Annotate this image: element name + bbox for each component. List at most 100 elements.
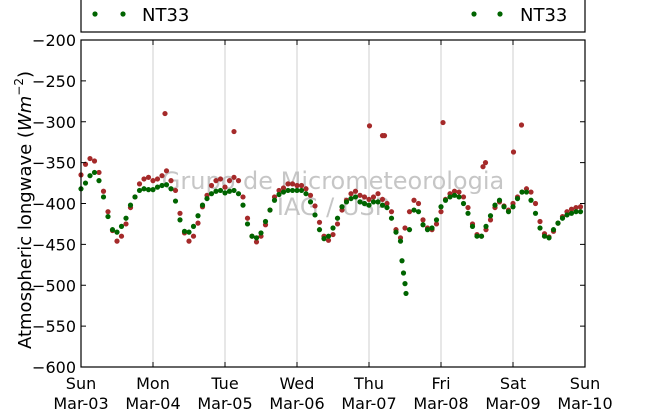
data-point bbox=[411, 207, 417, 213]
data-point bbox=[195, 213, 201, 219]
data-point bbox=[87, 173, 93, 179]
data-point bbox=[505, 209, 512, 215]
data-point bbox=[456, 194, 462, 200]
data-point bbox=[217, 187, 224, 194]
data-point bbox=[141, 186, 147, 192]
data-point bbox=[307, 199, 314, 205]
data-point bbox=[91, 158, 98, 164]
y-tick-label: −200 bbox=[32, 31, 76, 50]
data-point bbox=[573, 204, 579, 211]
data-point bbox=[114, 238, 120, 244]
data-point bbox=[199, 202, 206, 208]
data-point bbox=[537, 218, 543, 225]
data-point bbox=[181, 228, 188, 234]
data-point bbox=[550, 227, 557, 233]
data-point bbox=[307, 192, 314, 198]
data-point bbox=[518, 122, 525, 128]
legend-label-series-2: NT33 bbox=[520, 5, 567, 26]
data-point bbox=[370, 194, 377, 200]
data-point bbox=[325, 233, 332, 239]
legend-label-series-1: NT33 bbox=[142, 5, 189, 26]
data-point bbox=[406, 227, 413, 233]
data-point bbox=[231, 174, 237, 180]
data-point bbox=[280, 189, 287, 195]
data-point bbox=[186, 229, 192, 235]
data-point bbox=[253, 239, 260, 245]
data-point bbox=[163, 168, 170, 174]
data-point bbox=[186, 238, 192, 244]
data-point bbox=[280, 185, 287, 191]
data-point bbox=[96, 169, 102, 176]
data-point bbox=[438, 204, 444, 210]
data-point bbox=[541, 233, 548, 239]
data-point bbox=[424, 227, 431, 233]
x-tick-day-label: Fri bbox=[431, 374, 450, 393]
data-point bbox=[348, 195, 354, 202]
data-point bbox=[190, 233, 197, 239]
data-point bbox=[379, 202, 386, 208]
legend-marker-series-1 bbox=[120, 11, 126, 17]
data-point bbox=[487, 217, 494, 223]
data-point bbox=[399, 258, 405, 264]
data-point bbox=[159, 182, 165, 189]
data-point bbox=[568, 206, 575, 212]
x-tick-date-label: Mar-08 bbox=[413, 394, 468, 409]
data-point bbox=[118, 233, 125, 239]
data-point bbox=[528, 189, 534, 195]
data-point bbox=[577, 209, 584, 215]
data-point bbox=[352, 188, 359, 194]
data-point bbox=[285, 187, 291, 194]
data-point bbox=[168, 186, 174, 192]
data-point bbox=[114, 229, 120, 235]
data-point bbox=[537, 225, 543, 231]
data-point bbox=[348, 191, 354, 197]
data-point bbox=[325, 237, 332, 243]
data-point bbox=[105, 213, 111, 220]
data-point bbox=[316, 227, 323, 233]
x-tick-day-label: Thu bbox=[353, 374, 384, 393]
data-point bbox=[96, 178, 102, 184]
data-point bbox=[231, 128, 237, 135]
data-point bbox=[190, 223, 197, 229]
data-point bbox=[249, 233, 255, 239]
data-point bbox=[361, 194, 368, 200]
data-point bbox=[460, 200, 467, 207]
data-point bbox=[433, 221, 440, 227]
data-point bbox=[312, 203, 318, 209]
data-point bbox=[402, 281, 408, 287]
data-point bbox=[415, 209, 422, 215]
data-point bbox=[222, 190, 228, 196]
data-point bbox=[136, 187, 143, 194]
data-point bbox=[82, 180, 89, 186]
data-point bbox=[375, 191, 381, 197]
y-tick-label: −600 bbox=[32, 358, 76, 377]
data-point bbox=[163, 182, 170, 188]
data-point bbox=[460, 194, 467, 200]
data-point bbox=[303, 186, 309, 192]
legend: NT33 NT33 bbox=[80, 0, 586, 33]
data-point bbox=[262, 218, 269, 225]
y-axis-title: Atmospheric longwave (Wm−2) bbox=[12, 71, 36, 349]
data-point bbox=[289, 187, 296, 194]
data-point bbox=[381, 133, 388, 139]
data-point bbox=[451, 188, 458, 194]
data-point bbox=[388, 215, 395, 221]
data-point bbox=[402, 225, 408, 231]
x-tick-date-label: Mar-03 bbox=[53, 394, 108, 409]
y-tick-label: −550 bbox=[32, 317, 76, 336]
data-point bbox=[514, 195, 521, 202]
data-point bbox=[357, 199, 363, 205]
data-point bbox=[321, 236, 327, 242]
data-point bbox=[91, 169, 98, 176]
data-point bbox=[388, 209, 395, 215]
data-point bbox=[298, 182, 305, 189]
data-point bbox=[447, 194, 453, 200]
data-point bbox=[240, 194, 246, 200]
x-tick-date-label: Mar-05 bbox=[197, 394, 252, 409]
legend-marker-series-2 bbox=[497, 11, 503, 17]
data-point bbox=[478, 233, 485, 239]
data-point bbox=[172, 198, 179, 204]
data-point bbox=[577, 204, 584, 210]
data-point bbox=[465, 210, 471, 216]
